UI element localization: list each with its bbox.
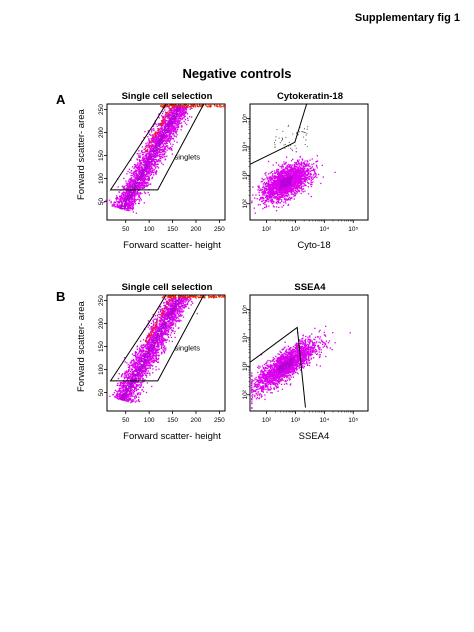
panel-a-left-xtick-label: 200 (191, 226, 202, 233)
panel-a-left-ytick-label: 250 (98, 104, 105, 115)
panel-b-right-ytick-label: 10² (242, 389, 249, 399)
panel-b-ylabel: Forward scatter- area (76, 301, 87, 392)
panel-b-left-xtick-label: 50 (122, 417, 130, 424)
panel-b-left-events (109, 296, 198, 404)
panel-b-left-singlets-gate (109, 294, 205, 382)
panel-b-right-xtick-label: 10³ (291, 417, 301, 424)
panel-a-single-cell-plot: singlets 50 50 100 100 150 150 200 200 250 250 (98, 103, 226, 233)
panel-b-left-title: Single cell selection (121, 282, 213, 293)
panel-b-left-xtick-label: 150 (167, 417, 178, 424)
panel-a-right-xtick-label: 10² (262, 226, 272, 233)
panel-b-left-ytick-label: 150 (98, 341, 105, 352)
panel-a-right-xtick-label: 10³ (291, 226, 301, 233)
supplementary-figure-label: Supplementary fig 1 (354, 12, 460, 24)
panel-a-left-xtick-label: 50 (122, 226, 130, 233)
panel-a-left-xtick-label: 150 (167, 226, 178, 233)
panel-a-left-ytick-label: 200 (98, 127, 105, 138)
panel-a-right-xtick-label: 10⁴ (319, 226, 329, 233)
panel-b-right-title: SSEA4 (294, 282, 326, 293)
panel-b-left-saturated-events (144, 295, 226, 343)
panel-b-right-xtick-label: 10⁵ (348, 417, 358, 424)
panel-a-right-sparse-events (274, 124, 309, 152)
panel-a-right-ytick-label: 10³ (242, 170, 249, 180)
panel-a-xlabel-left: Forward scatter- height (123, 240, 221, 251)
panel-b-right-xtick-label: 10² (262, 417, 272, 424)
panel-a-right-ytick-label: 10⁵ (242, 113, 249, 123)
panel-b-left-xtick-label: 200 (191, 417, 202, 424)
panel-a-right-events (251, 151, 336, 214)
panel-b-right-ytick-label: 10³ (242, 361, 249, 371)
panel-b-left-gate-label: singlets (175, 344, 201, 353)
panel-a-left-events (103, 105, 193, 214)
panel-a-ylabel: Forward scatter- area (76, 109, 87, 200)
panel-a-left-ytick-label: 150 (98, 150, 105, 161)
panel-b-xlabel-left: Forward scatter- height (123, 431, 221, 442)
panel-b-right-ytick-label: 10⁴ (242, 333, 249, 343)
panel-letter-a: A (56, 92, 66, 107)
panel-a-right-plot-frame (249, 103, 369, 221)
panel-b-left-xtick-label: 250 (214, 417, 225, 424)
panel-a-xlabel-right: Cyto-18 (297, 240, 331, 251)
panel-b-right-xtick-label: 10⁴ (319, 417, 329, 424)
figure-title: Negative controls (182, 66, 292, 81)
panel-a-right-title: Cytokeratin-18 (277, 91, 343, 102)
panel-b-right-events (251, 325, 351, 409)
panel-a-left-ytick-label: 50 (98, 198, 105, 206)
panel-a-right-positive-gate (249, 103, 308, 165)
panel-a-left-title: Single cell selection (121, 91, 213, 102)
panel-a-left-xtick-label: 100 (144, 226, 155, 233)
panel-b-left-xtick-label: 100 (144, 417, 155, 424)
panel-a-left-singlets-gate (109, 103, 205, 191)
panel-b-xlabel-right: SSEA4 (298, 431, 330, 442)
panel-b-left-ytick-label: 100 (98, 364, 105, 375)
panel-b-left-ytick-label: 50 (98, 389, 105, 397)
panel-a-left-xtick-label: 250 (214, 226, 225, 233)
panel-a-left-ytick-label: 100 (98, 173, 105, 184)
panel-a-right-xtick-label: 10⁵ (348, 226, 358, 233)
panel-letter-b: B (56, 289, 66, 304)
panel-b-left-ytick-label: 200 (98, 318, 105, 329)
panel-a-right-ytick-label: 10² (242, 198, 249, 208)
panel-a-left-gate-label: singlets (175, 153, 201, 162)
panel-b-ssea4-plot: 10² 10² 10³ 10³ 10⁴ 10⁴ 10⁵ 10⁵ (242, 294, 369, 424)
panel-b-right-positive-gate (249, 326, 306, 408)
panel-a-cytokeratin-plot: 10² 10² 10³ 10³ 10⁴ 10⁴ 10⁵ 10⁵ (242, 103, 369, 233)
panel-b-left-ytick-label: 250 (98, 295, 105, 306)
panel-b-single-cell-plot: singlets 50 50 100 100 150 150 200 200 250 250 (98, 294, 226, 424)
panel-b-right-ytick-label: 10⁵ (242, 304, 249, 314)
panel-a-right-ytick-label: 10⁴ (242, 142, 249, 152)
